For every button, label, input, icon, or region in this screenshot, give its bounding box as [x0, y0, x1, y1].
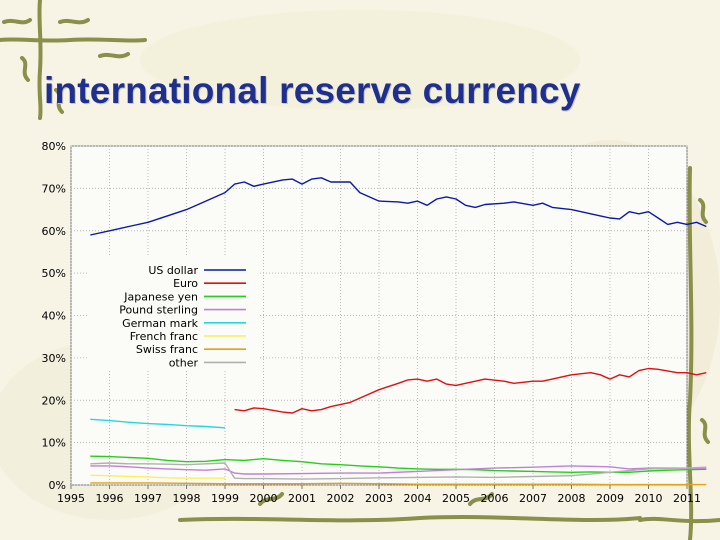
x-tick-label: 2001 [288, 492, 316, 505]
x-tick-label: 1998 [173, 492, 201, 505]
y-tick-label: 80% [42, 140, 66, 153]
x-tick-label: 2007 [519, 492, 547, 505]
x-axis-ticks: 1995 1996 1997 1998 1999 2000 2001 2002 2003 2004… [57, 485, 701, 505]
series-line-swiss-franc [90, 482, 707, 486]
x-tick-label: 1995 [57, 492, 85, 505]
y-tick-label: 50% [42, 267, 66, 280]
legend-label: German mark [122, 317, 199, 330]
legend-label: French franc [130, 330, 198, 343]
y-tick-label: 0% [49, 479, 66, 492]
y-tick-label: 10% [42, 437, 66, 450]
y-tick-label: 40% [42, 310, 66, 323]
x-tick-label: 2003 [365, 492, 393, 505]
x-tick-label: 1997 [134, 492, 162, 505]
legend-box [88, 257, 258, 371]
legend-label: US dollar [148, 264, 198, 277]
vine-ornament-top-left [0, 0, 147, 120]
legend-label: Swiss franc [136, 343, 198, 356]
x-tick-label: 2002 [327, 492, 355, 505]
x-tick-label: 2008 [558, 492, 586, 505]
y-axis-ticks: 0% 10% 20% 30% 40% 50% 60% 70% 80% [42, 140, 66, 492]
x-tick-label: 2004 [404, 492, 432, 505]
series-line-euro [234, 367, 707, 414]
x-tick-label: 2006 [481, 492, 509, 505]
legend-label: Pound sterling [119, 304, 198, 317]
series-line-other [90, 462, 707, 480]
series-line-pound-sterling [90, 465, 707, 475]
slide-title: international reserve currency [44, 70, 581, 111]
x-tick-label: 1996 [96, 492, 124, 505]
reserve-currency-chart: 0%10%20%30%40%50%60%70%80% 1995 1996 1997 1… [42, 140, 707, 505]
series-line-german-mark [90, 418, 226, 429]
y-tick-label: 30% [42, 352, 66, 365]
x-tick-label: 2000 [250, 492, 278, 505]
x-tick-label: 2011 [673, 492, 701, 505]
y-tick-label: 70% [42, 182, 66, 195]
x-tick-label: 2010 [635, 492, 663, 505]
x-tick-label: 1999 [211, 492, 239, 505]
series-line-us-dollar [90, 177, 707, 236]
series-line-french-franc [90, 474, 225, 479]
y-tick-label: 20% [42, 394, 66, 407]
legend-label: Euro [173, 277, 198, 290]
legend-label: Japanese yen [123, 290, 198, 303]
y-tick-label: 60% [42, 225, 66, 238]
x-tick-label: 2009 [596, 492, 624, 505]
x-tick-label: 2005 [442, 492, 470, 505]
series-lines [90, 177, 707, 486]
legend-label: other [169, 356, 199, 369]
